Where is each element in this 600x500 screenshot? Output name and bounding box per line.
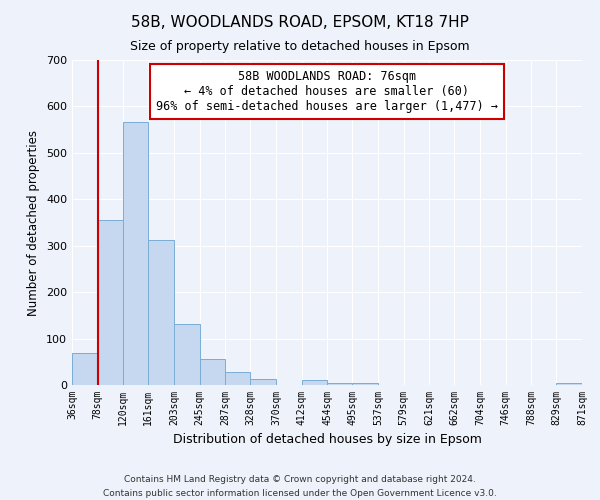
Y-axis label: Number of detached properties: Number of detached properties: [28, 130, 40, 316]
X-axis label: Distribution of detached houses by size in Epsom: Distribution of detached houses by size …: [173, 434, 481, 446]
Bar: [250, 378, 276, 385]
Bar: [124, 122, 148, 385]
Text: 58B WOODLANDS ROAD: 76sqm
← 4% of detached houses are smaller (60)
96% of semi-d: 58B WOODLANDS ROAD: 76sqm ← 4% of detach…: [156, 70, 498, 113]
Bar: [98, 220, 124, 385]
Text: Size of property relative to detached houses in Epsom: Size of property relative to detached ho…: [130, 40, 470, 53]
Bar: [72, 354, 98, 385]
Text: Contains HM Land Registry data © Crown copyright and database right 2024.
Contai: Contains HM Land Registry data © Crown c…: [103, 476, 497, 498]
Bar: [328, 382, 352, 385]
Bar: [148, 240, 174, 385]
Bar: [174, 324, 200, 385]
Bar: [200, 358, 226, 385]
Bar: [352, 382, 378, 385]
Text: 58B, WOODLANDS ROAD, EPSOM, KT18 7HP: 58B, WOODLANDS ROAD, EPSOM, KT18 7HP: [131, 15, 469, 30]
Bar: [302, 380, 328, 385]
Bar: [226, 372, 250, 385]
Bar: [556, 382, 582, 385]
